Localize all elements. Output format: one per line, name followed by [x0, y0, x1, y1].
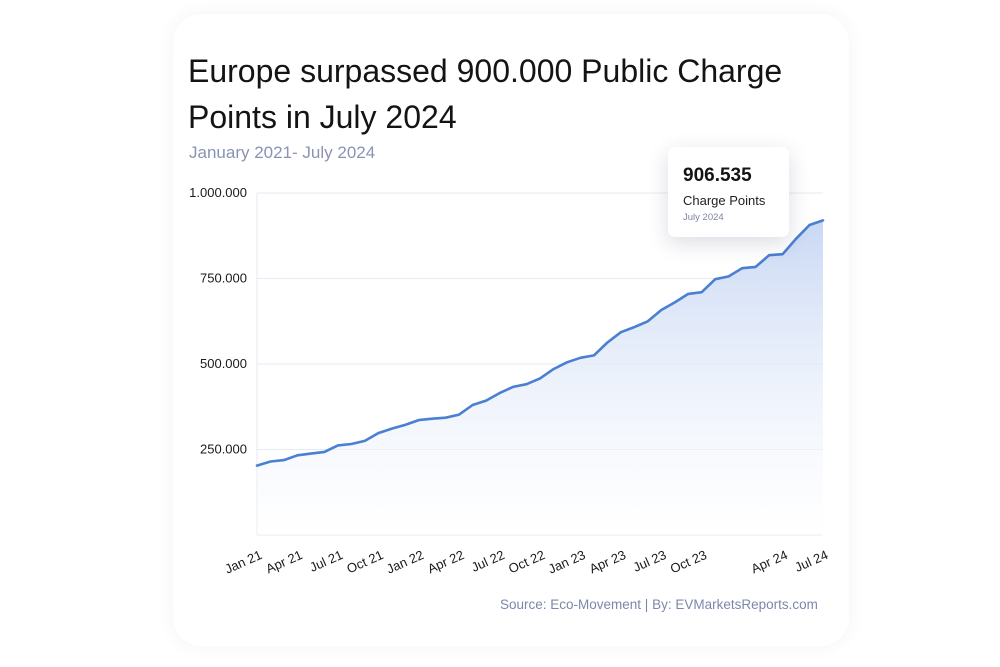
source-credit: Source: Eco-Movement | By: EVMarketsRepo… — [500, 597, 818, 612]
y-tick-label: 500.000 — [200, 356, 247, 371]
chart-title: Europe surpassed 900.000 Public Charge P… — [188, 53, 783, 135]
x-tick-label: Jan 23 — [546, 547, 588, 577]
x-tick-label: Jan 21 — [222, 547, 264, 577]
y-tick-label: 750.000 — [200, 271, 247, 286]
x-tick-label: Oct 21 — [344, 547, 385, 576]
x-tick-label: Apr 22 — [425, 547, 466, 576]
x-tick-label: Apr 23 — [587, 547, 628, 576]
x-tick-label: Oct 23 — [668, 547, 709, 576]
x-tick-label: Apr 21 — [264, 547, 305, 576]
value-tooltip: 906.535 Charge Points July 2024 — [668, 147, 789, 237]
chart-subtitle: January 2021- July 2024 — [189, 143, 376, 162]
x-tick-label: Jul 24 — [792, 547, 830, 575]
x-tick-label: Jan 22 — [384, 547, 426, 577]
x-tick-label: Jul 23 — [631, 547, 669, 575]
tooltip-value: 906.535 — [683, 165, 752, 186]
x-tick-label: Jul 22 — [469, 547, 507, 575]
x-tick-label: Jul 21 — [307, 547, 345, 575]
tooltip-date: July 2024 — [683, 212, 724, 223]
y-tick-label: 1.000.000 — [189, 185, 247, 200]
x-tick-label: Oct 22 — [506, 547, 547, 576]
x-tick-label: Apr 24 — [749, 547, 790, 576]
series-line[interactable] — [255, 219, 825, 467]
y-tick-label: 250.000 — [200, 442, 247, 457]
tooltip-label: Charge Points — [683, 193, 766, 208]
